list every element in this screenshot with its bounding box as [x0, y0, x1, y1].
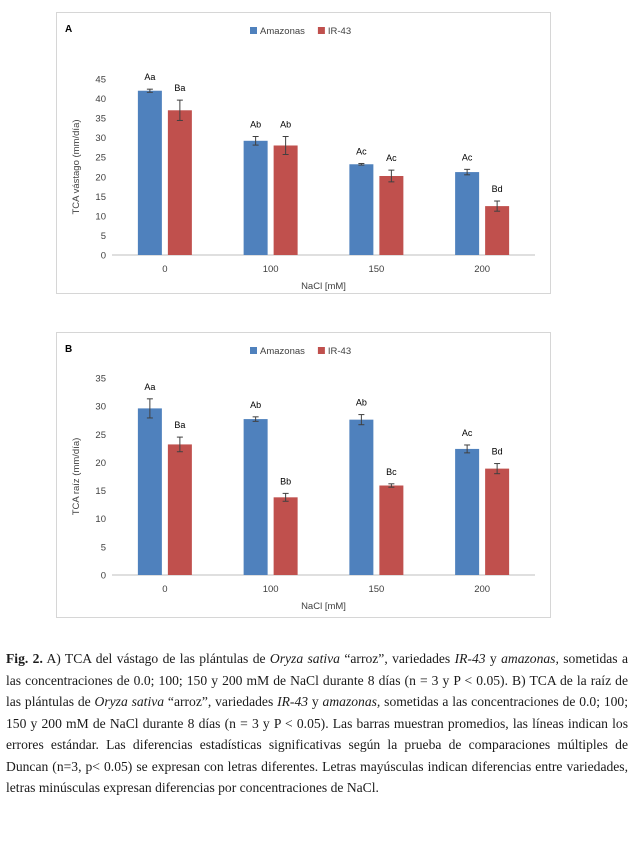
y-tick-label: 10 — [95, 211, 106, 222]
y-tick-label: 25 — [95, 430, 106, 441]
x-axis-title: NaCl [mM] — [301, 601, 346, 612]
panel-label: B — [65, 344, 72, 355]
bar — [455, 172, 480, 255]
x-tick-label: 0 — [162, 584, 167, 595]
caption-text: y — [485, 651, 502, 666]
data-label: Ab — [250, 400, 261, 410]
bar — [379, 175, 404, 255]
caption-fig-label: Fig. 2. — [6, 651, 43, 666]
y-tick-label: 0 — [101, 571, 106, 582]
legend-swatch — [317, 27, 325, 34]
x-tick-label: 200 — [474, 264, 490, 275]
data-label: Bc — [386, 467, 397, 477]
caption-variety: IR-43 — [454, 651, 486, 666]
caption-variety: IR-43 — [277, 694, 309, 709]
data-label: Ac — [462, 152, 473, 162]
y-tick-label: 20 — [95, 458, 106, 469]
x-tick-label: 200 — [474, 584, 490, 595]
chart-panel-a: A Amazonas IR-43 0 5 10 15 20 25 30 35 40 45 0 Aa Ba 100… — [56, 12, 551, 294]
caption-text: “arroz”, variedades — [339, 651, 455, 666]
caption-species: Oryza sativa — [269, 651, 340, 666]
legend-label: IR-43 — [328, 26, 351, 37]
y-tick-label: 20 — [95, 172, 106, 183]
y-tick-label: 15 — [95, 192, 106, 203]
chart-panel-b: B Amazonas IR-43 0 5 10 15 20 25 30 35 0 Aa Ba 100 Ab Bb… — [56, 332, 551, 618]
panel-label: A — [65, 24, 72, 35]
data-label: Bd — [492, 447, 503, 457]
data-label: Ab — [356, 398, 367, 408]
y-tick-label: 45 — [95, 75, 106, 86]
bar — [137, 90, 162, 255]
bar — [485, 206, 510, 255]
data-label: Ac — [462, 428, 473, 438]
x-tick-label: 150 — [368, 264, 384, 275]
y-tick-label: 35 — [95, 374, 106, 385]
legend-label: IR-43 — [328, 346, 351, 357]
y-tick-label: 30 — [95, 402, 106, 413]
bar — [167, 110, 192, 256]
x-tick-label: 100 — [263, 264, 279, 275]
x-tick-label: 150 — [368, 584, 384, 595]
bar — [273, 145, 298, 255]
caption-text: sometidas a las concentraciones de 0.0; … — [6, 694, 628, 795]
legend-swatch — [317, 347, 325, 354]
bar — [455, 448, 480, 575]
legend-label: Amazonas — [260, 346, 305, 357]
chart-a-svg: A Amazonas IR-43 0 5 10 15 20 25 30 35 40 45 0 Aa Ba 100… — [65, 24, 535, 292]
data-label: Ba — [174, 83, 185, 93]
bar — [243, 419, 268, 575]
x-tick-label: 0 — [162, 264, 167, 275]
y-tick-label: 15 — [95, 486, 106, 497]
x-tick-label: 100 — [263, 584, 279, 595]
y-tick-label: 30 — [95, 133, 106, 144]
y-tick-label: 35 — [95, 114, 106, 125]
bar — [379, 485, 404, 575]
bar — [349, 419, 374, 575]
caption-variety: amazonas, — [501, 651, 559, 666]
legend-swatch — [250, 347, 257, 354]
data-label: Aa — [144, 72, 155, 82]
data-label: Ab — [280, 119, 291, 129]
data-label: Ac — [356, 146, 367, 156]
legend-label: Amazonas — [260, 26, 305, 37]
chart-b-svg: B Amazonas IR-43 0 5 10 15 20 25 30 35 0 Aa Ba 100 Ab Bb… — [65, 344, 535, 612]
x-axis-title: NaCl [mM] — [301, 281, 346, 292]
caption-text: A) TCA del vástago de las plántulas de — [42, 651, 270, 666]
y-tick-label: 10 — [95, 514, 106, 525]
bar — [273, 497, 298, 575]
data-label: Aa — [144, 382, 155, 392]
y-tick-label: 5 — [101, 542, 106, 553]
y-tick-label: 5 — [101, 231, 106, 242]
y-tick-label: 25 — [95, 153, 106, 164]
data-label: Bb — [280, 476, 291, 486]
y-tick-label: 40 — [95, 94, 106, 105]
legend-swatch — [250, 27, 257, 34]
data-label: Bd — [492, 184, 503, 194]
caption-text: sometidas a las concentraciones de 0.0; … — [6, 651, 628, 709]
y-axis-title: TCA vástago (mm/día) — [71, 119, 82, 214]
caption-species: Oryza sativa — [94, 694, 165, 709]
bar — [349, 164, 374, 255]
data-label: Ba — [174, 420, 185, 430]
y-axis-title: TCA raíz (mm/día) — [71, 438, 82, 516]
bar — [167, 444, 192, 575]
figure-caption: Fig. 2. A) TCA del vástago de las plántu… — [6, 648, 628, 799]
data-label: Ab — [250, 119, 261, 129]
caption-variety: amazonas, — [322, 694, 381, 709]
caption-text: y — [308, 694, 323, 709]
caption-text: “arroz”, variedades — [164, 694, 278, 709]
bar — [137, 408, 162, 575]
bar — [243, 140, 268, 255]
data-label: Ac — [386, 153, 397, 163]
bar — [485, 468, 510, 575]
y-tick-label: 0 — [101, 251, 106, 262]
